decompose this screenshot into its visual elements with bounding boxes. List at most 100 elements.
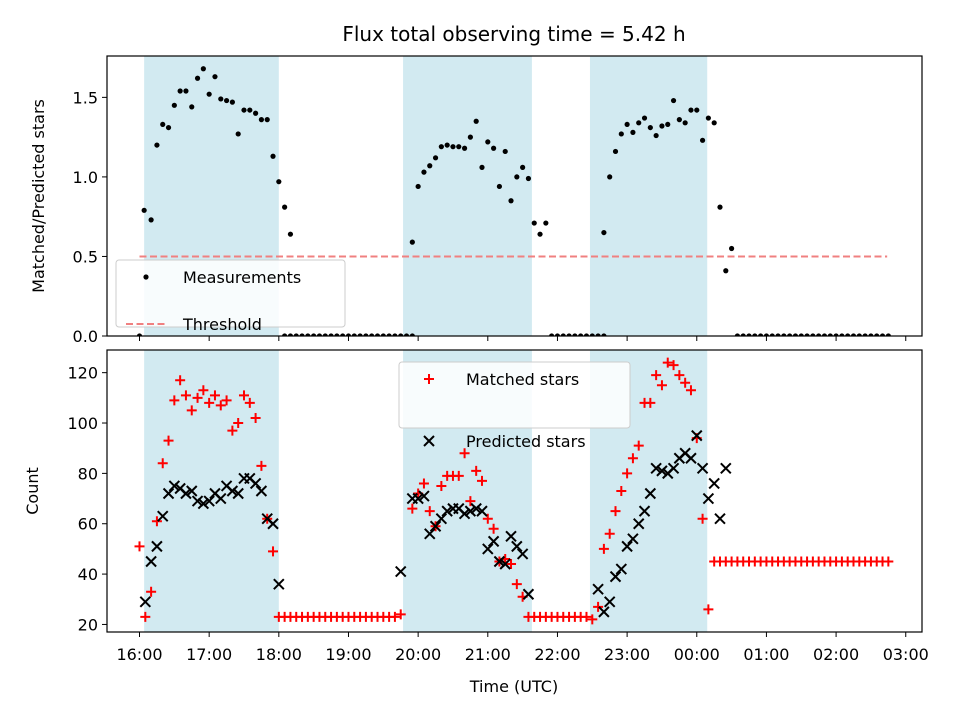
measurement-point <box>816 333 822 336</box>
measurement-point <box>223 97 230 104</box>
predicted-star-point <box>609 570 622 583</box>
star-count-panel: 20 40 60 80 100 120 16:00 17:00 18:00 19:00 20:00 2… <box>23 349 929 664</box>
axes-frame <box>106 349 923 633</box>
measurement-point <box>456 144 462 150</box>
predicted-star-point <box>151 540 163 553</box>
matched-star-point <box>453 470 464 481</box>
matched-star-point <box>209 390 220 401</box>
measurement-point <box>328 333 334 336</box>
chart-title: Flux total observing time = 5.42 h <box>342 22 685 46</box>
matched-star-point <box>656 380 667 391</box>
y-tick-label: 80 <box>78 464 98 483</box>
predicted-star-point <box>435 512 448 525</box>
matched-star-point <box>268 546 279 557</box>
x-tick-label: 20:00 <box>395 645 441 664</box>
measurement-point <box>723 268 729 274</box>
measurement-point <box>583 333 590 336</box>
y-tick-label: 20 <box>78 615 98 634</box>
measurement-point <box>874 333 880 336</box>
predicted-star-point <box>702 492 715 505</box>
measurement-point <box>299 333 305 336</box>
matched-star-point <box>134 541 145 552</box>
matched-star-point <box>175 375 186 386</box>
measurement-point <box>386 333 392 336</box>
y-tick-label: 120 <box>67 364 98 383</box>
measurement-point <box>694 107 700 113</box>
measurement-point <box>311 333 317 336</box>
predicted-star-point <box>720 462 732 475</box>
predicted-star-point <box>215 492 227 505</box>
measurement-point <box>403 333 410 336</box>
measurement-point <box>485 139 491 145</box>
matched-star-point <box>482 513 493 524</box>
predicted-star-point <box>493 555 506 568</box>
predicted-star-point <box>522 588 535 600</box>
flux-ratio-panel: 0.0 0.5 1.0 1.5 Matched/Predicted stars Measu… <box>29 55 923 346</box>
measurement-point <box>769 333 775 336</box>
measurement-point <box>438 144 444 150</box>
matched-star-point <box>651 370 662 381</box>
legend-box <box>398 361 631 429</box>
measurement-point <box>409 333 415 336</box>
x-axis-label: Time (UTC) <box>469 677 558 696</box>
measurement-point <box>630 129 636 135</box>
measurement-point <box>566 333 572 336</box>
predicted-star-point <box>429 520 442 532</box>
predicted-star-point <box>592 583 604 595</box>
measurement-point <box>264 117 270 123</box>
measurement-point <box>752 333 758 336</box>
matched-star-point <box>157 458 168 469</box>
predicted-star-point <box>226 485 239 497</box>
y-tick-label: 100 <box>67 414 98 433</box>
measurement-point <box>514 174 520 180</box>
measurement-point <box>212 74 218 80</box>
x-tick-label: 21:00 <box>465 645 511 664</box>
predicted-star-point <box>685 452 697 464</box>
measurement-point <box>862 333 868 336</box>
y-tick-label: 1.5 <box>73 88 98 107</box>
measurement-point <box>141 207 147 213</box>
matched-star-point <box>622 468 633 479</box>
matched-star-point <box>140 611 151 622</box>
measurement-point <box>461 145 468 151</box>
measurement-point <box>432 155 439 161</box>
measurement-point <box>427 163 433 169</box>
matched-star-point <box>151 516 162 527</box>
predicted-star-point <box>203 495 215 507</box>
matched-star-point <box>587 614 598 625</box>
matched-star-point <box>674 370 685 381</box>
measurement-point <box>322 333 328 336</box>
measurement-point <box>316 333 323 336</box>
matched-star-point <box>198 385 209 396</box>
measurement-point <box>520 164 526 170</box>
measurement-point <box>369 333 375 336</box>
measurement-point <box>775 333 781 336</box>
x-tick-label: 01:00 <box>743 645 789 664</box>
measurement-point <box>734 333 741 336</box>
measurement-point <box>177 88 183 94</box>
matched-star-point <box>883 556 894 567</box>
matched-star-point <box>476 475 487 486</box>
x-tick-label: 17:00 <box>186 645 232 664</box>
predicted-star-point <box>267 518 279 530</box>
matched-star-point <box>703 604 714 615</box>
predicted-star-point <box>255 485 268 497</box>
measurement-point <box>711 120 717 126</box>
measurement-point <box>282 204 288 210</box>
predicted-star-point <box>168 480 181 492</box>
predicted-star-point <box>458 507 471 520</box>
matched-star-point <box>424 506 435 517</box>
matched-star-point <box>593 601 604 612</box>
measurement-point <box>665 121 671 128</box>
observing-window-span <box>403 56 532 336</box>
measurement-point <box>670 97 677 104</box>
y-tick-label: 0.0 <box>73 327 98 346</box>
measurement-point <box>746 333 752 336</box>
predicted-star-point <box>603 596 616 608</box>
measurement-point <box>624 121 630 128</box>
measurement-point <box>241 107 247 113</box>
measurement-point <box>653 132 659 139</box>
matched-star-point <box>244 397 255 408</box>
measurement-point <box>282 333 288 336</box>
